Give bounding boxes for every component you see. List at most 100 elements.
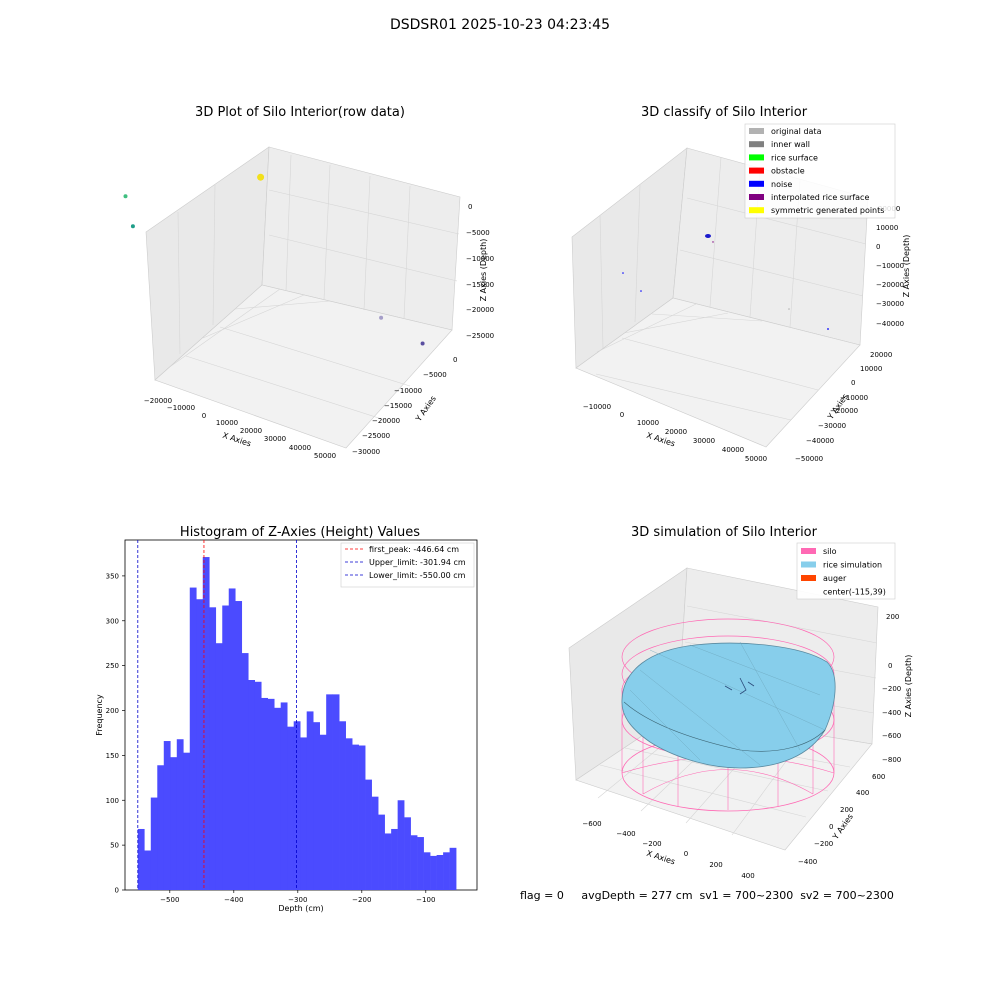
tick-label: 250: [106, 662, 119, 670]
hist-bar: [150, 797, 158, 890]
tick-label: −25000: [466, 332, 494, 340]
hist-bar: [306, 711, 314, 890]
tick-label: −10000: [583, 403, 611, 411]
tick-label: 10000: [637, 419, 659, 427]
tick-label: −400: [224, 896, 243, 904]
raw-points: [123, 173, 425, 346]
legend-item: original data: [771, 127, 822, 136]
hist-bar: [397, 800, 405, 890]
sim-y-label: Y Axies: [830, 812, 855, 842]
tick-label: 150: [106, 752, 119, 760]
hist-bar: [222, 605, 230, 890]
tick-label: −30000: [818, 422, 846, 430]
raw-3d-box: [145, 146, 461, 449]
point-point-purple: [420, 341, 425, 346]
sim-z-ticks: 200 0 −200 −400 −600 −800: [882, 613, 901, 764]
hist-bar: [144, 850, 152, 890]
hist-bar: [267, 698, 275, 890]
hist-bar: [332, 694, 340, 890]
legend-item: obstacle: [771, 167, 805, 176]
auger-marks: [724, 677, 755, 695]
hist-bar: [358, 745, 366, 890]
legend-frame: [744, 123, 896, 219]
tick-label: −20000: [372, 417, 400, 425]
hist-bar: [319, 734, 327, 890]
marker-noise-cluster: [705, 234, 711, 238]
raw-z-label: Z Axies (Depth): [479, 239, 488, 302]
tick-label: −20000: [830, 407, 858, 415]
hist-bar: [176, 739, 184, 890]
sim-x-label: X Axies: [645, 849, 676, 867]
tick-label: 10000: [216, 419, 238, 427]
tick-label: 400: [741, 872, 754, 880]
cls-y-ticks: 20000 10000 0 −10000 −20000 −30000 −4000…: [795, 351, 892, 463]
hist-bar: [300, 737, 307, 890]
tick-label: −10000: [840, 394, 868, 402]
tick-label: −500: [160, 896, 179, 904]
hist-bar: [163, 741, 171, 890]
tick-label: 20000: [240, 427, 262, 435]
hist-bar: [378, 814, 385, 890]
legend-swatch: [749, 141, 764, 148]
hist-bar: [235, 601, 243, 890]
tick-label: −10000: [167, 404, 195, 412]
point-point-teal: [130, 224, 135, 229]
panel-title-simulation: 3D simulation of Silo Interior: [631, 525, 818, 540]
legend-swatch: [801, 548, 816, 554]
hist-bar: [436, 855, 444, 890]
legend-item: interpolated rice surface: [771, 193, 869, 202]
raw-x-ticks: −20000 −10000 0 10000 20000 30000 40000 …: [144, 397, 336, 460]
panel-title-classify: 3D classify of Silo Interior: [641, 105, 808, 120]
hist-bar: [137, 828, 145, 890]
tick-label: −200: [352, 896, 371, 904]
hist-bar: [189, 587, 197, 890]
tick-label: 0: [115, 887, 119, 895]
cls-z-label: Z Axies (Depth): [902, 235, 911, 298]
legend-item: noise: [771, 180, 792, 189]
panel-title-histogram: Histogram of Z-Axies (Height) Values: [180, 525, 420, 540]
hist-bar: [202, 557, 210, 890]
raw-z-ticks: 0 −5000 −10000 −15000 −20000 −25000: [466, 203, 494, 340]
tick-label: 0: [829, 823, 833, 831]
tick-label: −10000: [466, 255, 494, 263]
hist-bar: [228, 588, 236, 890]
raw-floor-pane: [154, 284, 453, 449]
hist-x-ticks: −500 −400 −300 −200 −100: [160, 890, 435, 904]
legend-item: auger: [823, 574, 847, 583]
tick-label: −100: [416, 896, 435, 904]
hist-bar: [261, 697, 269, 890]
cls-grid: [595, 156, 867, 421]
marker-original: [788, 308, 790, 310]
hist-bar: [443, 852, 450, 890]
tick-label: −15000: [384, 402, 412, 410]
tick-label: 400: [856, 789, 869, 797]
hist-bar: [417, 837, 424, 890]
tick-label: 200: [709, 861, 722, 869]
tick-label: 350: [106, 572, 119, 580]
tick-label: −20000: [466, 306, 494, 314]
hist-bar: [430, 855, 437, 890]
tick-label: 0: [876, 243, 880, 251]
hist-bar: [365, 779, 372, 890]
tick-label: 100: [106, 797, 119, 805]
panel-simulation-3d: 3D simulation of Silo Interior: [568, 525, 913, 880]
hist-bar: [391, 828, 398, 890]
tick-label: −200: [814, 840, 833, 848]
hist-bars: [137, 557, 457, 890]
hist-bar: [280, 702, 288, 890]
hist-bar: [157, 765, 165, 890]
hist-bar: [248, 680, 256, 890]
panel-histogram: Histogram of Z-Axies (Height) Values −50…: [95, 525, 478, 913]
hist-bar: [254, 681, 262, 890]
cls-markers: [622, 234, 829, 330]
legend-swatch: [749, 180, 764, 187]
figure-title: DSDSR01 2025-10-23 04:23:45: [389, 17, 610, 33]
tick-label: 40000: [722, 446, 744, 454]
tick-label: −30000: [876, 300, 904, 308]
legend-item: Lower_limit: -550.00 cm: [369, 571, 466, 580]
tick-label: 200: [840, 806, 853, 814]
cls-floor-pane: [575, 297, 861, 448]
legend-item: inner wall: [771, 140, 810, 149]
panel-title-raw: 3D Plot of Silo Interior(row data): [195, 105, 405, 120]
hist-bar: [196, 599, 204, 890]
